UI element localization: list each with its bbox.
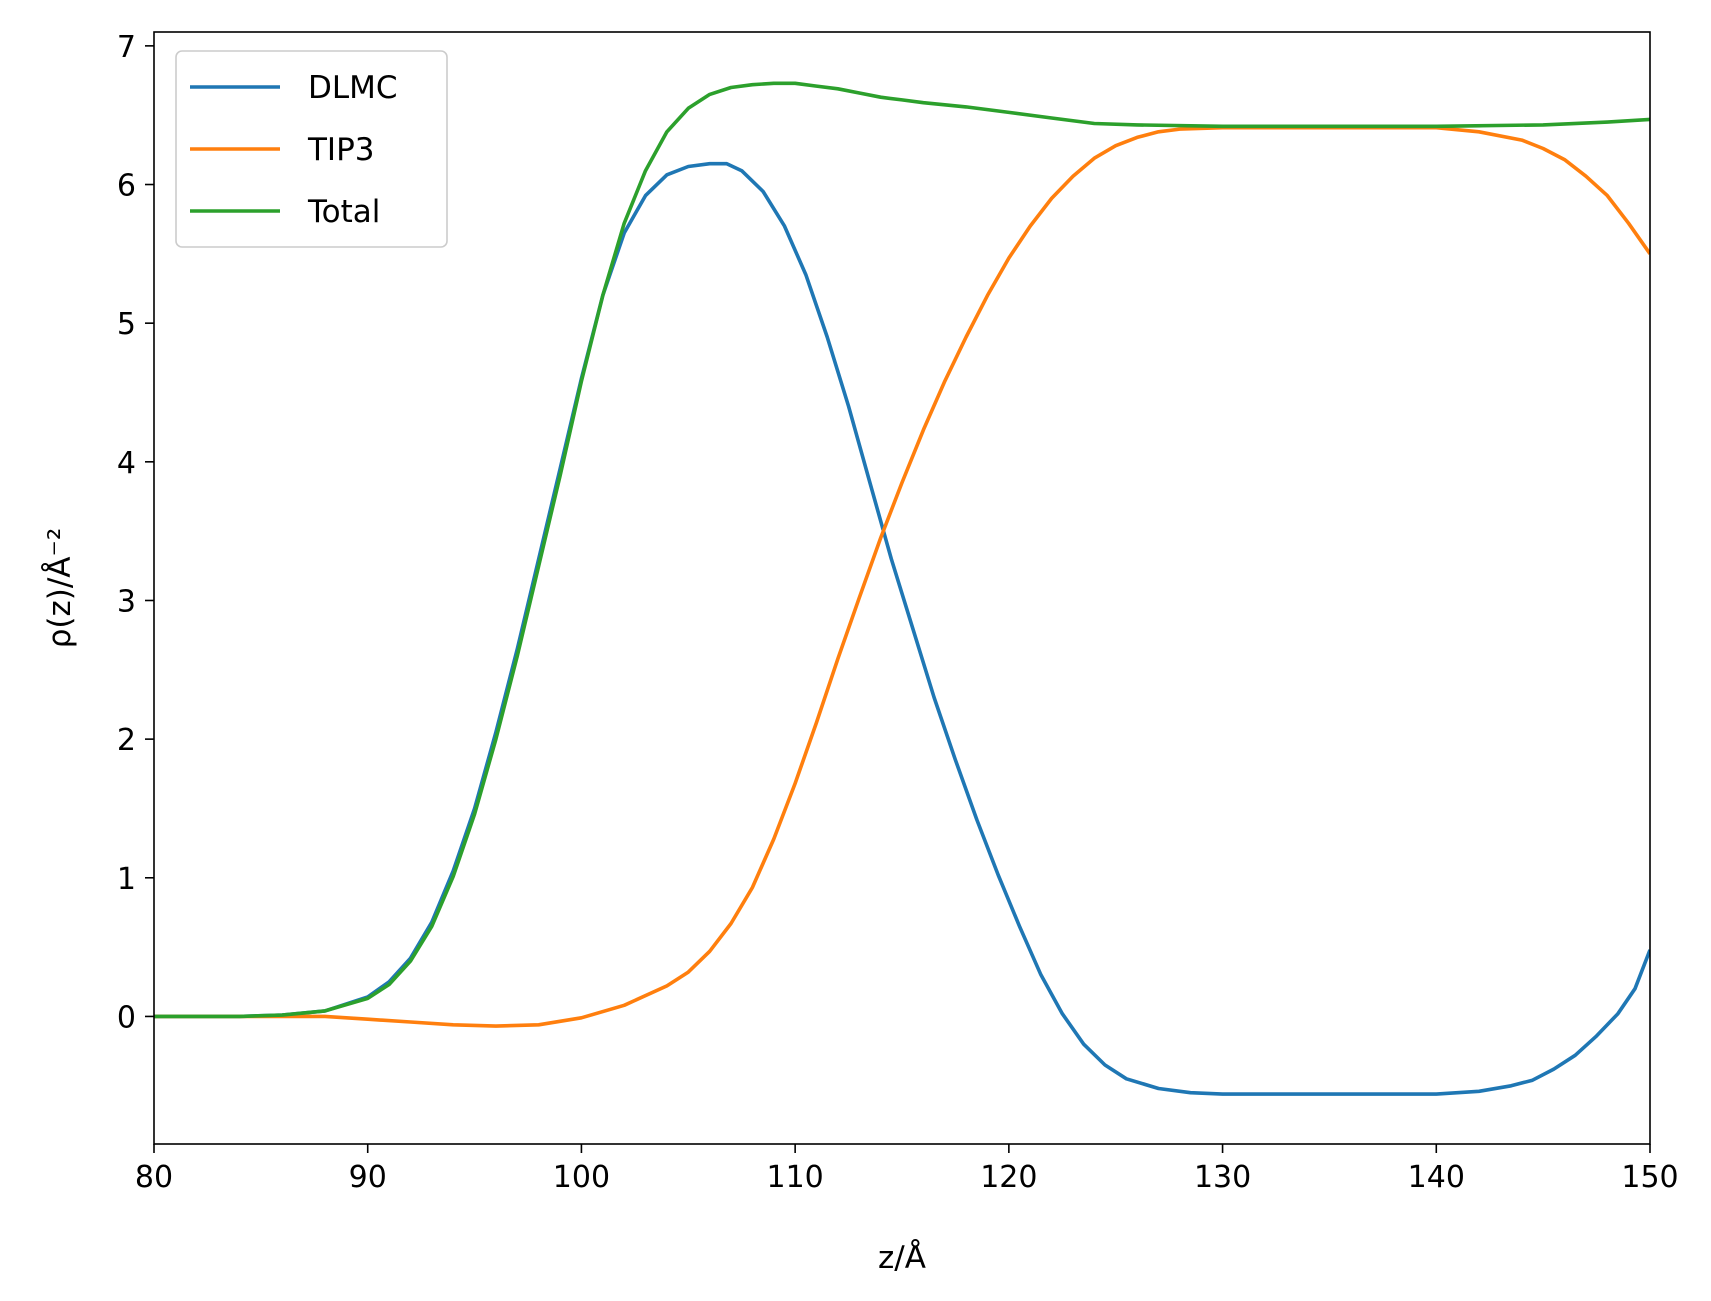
x-tick-label: 80: [135, 1160, 173, 1195]
series-layer: [154, 81, 1650, 1096]
x-tick-label: 90: [349, 1160, 387, 1195]
y-tick-label: 4: [117, 446, 136, 481]
y-tick-label: 0: [117, 1000, 136, 1035]
series-line-total: [154, 81, 1650, 1019]
series-line-tip3: [154, 125, 1650, 1028]
x-tick-label: 150: [1621, 1160, 1678, 1195]
legend-box: [175, 50, 448, 248]
x-tick-label: 130: [1194, 1160, 1251, 1195]
series-line-dlmc: [154, 161, 1650, 1096]
x-tick-label: 110: [767, 1160, 824, 1195]
plot-frame: [153, 31, 1651, 1145]
y-axis-label: ρ(z)/Å⁻²: [42, 528, 78, 649]
y-tick-label: 1: [117, 862, 136, 897]
y-tick-label: 3: [117, 584, 136, 619]
y-tick-label: 2: [117, 723, 136, 758]
x-tick-label: 140: [1408, 1160, 1465, 1195]
legend-label-total: Total: [307, 194, 380, 230]
legend: DLMC TIP3 Total: [175, 50, 448, 248]
y-axis-ticks: 0 1 2 3 4 5 6 7: [117, 30, 154, 1035]
legend-label-dlmc: DLMC: [308, 70, 398, 106]
x-axis-label: z/Å: [878, 1240, 926, 1276]
legend-label-tip3: TIP3: [307, 132, 375, 168]
y-tick-label: 6: [117, 169, 136, 204]
y-tick-label: 5: [117, 307, 136, 342]
x-axis-ticks: 80 90 100 110 120 130 140 150: [135, 1144, 1679, 1195]
y-tick-label: 7: [117, 30, 136, 65]
x-tick-label: 100: [553, 1160, 610, 1195]
x-tick-label: 120: [980, 1160, 1037, 1195]
